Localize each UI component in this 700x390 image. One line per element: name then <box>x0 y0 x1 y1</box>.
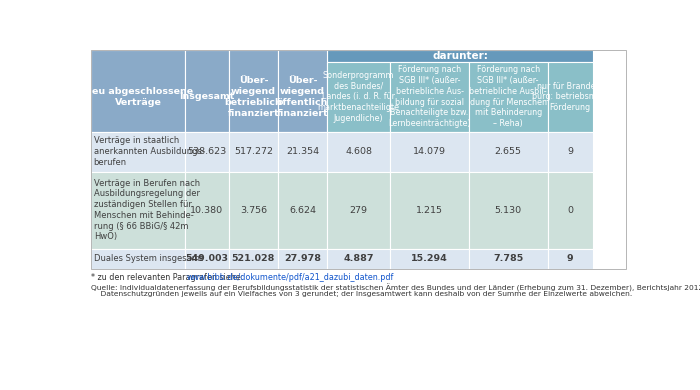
Bar <box>278 172 327 248</box>
Bar <box>278 248 327 269</box>
Text: 538.623: 538.623 <box>188 147 227 156</box>
Text: 14.079: 14.079 <box>413 147 446 156</box>
Text: Duales System insgesamt: Duales System insgesamt <box>94 254 203 263</box>
Text: Insgesamt: Insgesamt <box>179 92 235 101</box>
Text: 15.294: 15.294 <box>411 254 448 263</box>
Text: 4.608: 4.608 <box>345 147 372 156</box>
Bar <box>469 131 547 172</box>
Bar <box>185 248 229 269</box>
Bar <box>92 50 626 269</box>
Text: nur für Branden-
burg: betriebsnahe
Förderung: nur für Branden- burg: betriebsnahe Förd… <box>532 82 608 112</box>
Text: 10.380: 10.380 <box>190 206 223 214</box>
Bar <box>229 248 278 269</box>
Text: Sonderprogramm
des Bundes/
Landes (i. d. R. für
marktbenachteiligte
Jugendliche): Sonderprogramm des Bundes/ Landes (i. d.… <box>318 71 400 123</box>
Text: Förderung nach
SGB III* (außer-
betriebliche Aus-
bildung für sozial
Benachteili: Förderung nach SGB III* (außer- betriebl… <box>389 66 471 128</box>
Bar <box>278 131 327 172</box>
Text: Verträge in Berufen nach
Ausbildungsregelung der
zuständigen Stellen für
Mensche: Verträge in Berufen nach Ausbildungsrege… <box>94 179 200 241</box>
Text: 517.272: 517.272 <box>234 147 273 156</box>
Text: 6.624: 6.624 <box>289 206 316 214</box>
Bar <box>469 248 547 269</box>
Text: 1.215: 1.215 <box>416 206 443 214</box>
Bar <box>229 172 278 248</box>
Text: 521.028: 521.028 <box>232 254 275 263</box>
Text: 9: 9 <box>567 147 573 156</box>
Bar <box>92 248 185 269</box>
Bar <box>469 172 547 248</box>
Text: 27.978: 27.978 <box>284 254 321 263</box>
Text: 279: 279 <box>350 206 368 214</box>
Text: Förderung nach
SGB III* (außer-
betriebliche Ausbil-
dung für Menschen
mit Behin: Förderung nach SGB III* (außer- betriebl… <box>470 66 547 128</box>
Text: Über-
wiegend
öffentlich
finanziert: Über- wiegend öffentlich finanziert <box>276 76 328 118</box>
Bar <box>92 172 185 248</box>
Text: Datenschutzgründen jeweils auf ein Vielfaches von 3 gerundet; der Insgesamtwert : Datenschutzgründen jeweils auf ein Vielf… <box>92 291 633 297</box>
Bar <box>229 50 278 131</box>
Bar <box>185 131 229 172</box>
Text: Neu abgeschlossene
Verträge: Neu abgeschlossene Verträge <box>83 87 192 107</box>
Text: Quelle: Individualdatenerfassung der Berufsbildungsstatistik der statistischen Ä: Quelle: Individualdatenerfassung der Ber… <box>92 283 700 292</box>
Text: darunter:: darunter: <box>432 51 488 61</box>
Bar <box>547 172 593 248</box>
Bar <box>278 50 327 131</box>
Bar <box>327 50 593 62</box>
Bar <box>185 172 229 248</box>
Text: 4.887: 4.887 <box>344 254 374 263</box>
Bar <box>547 131 593 172</box>
Bar <box>469 62 547 131</box>
Text: 549.003: 549.003 <box>186 254 228 263</box>
Text: 21.354: 21.354 <box>286 147 319 156</box>
Text: 3.756: 3.756 <box>240 206 267 214</box>
Text: * zu den relevanten Paragrafen siehe:: * zu den relevanten Paragrafen siehe: <box>92 273 246 282</box>
Text: 7.785: 7.785 <box>493 254 524 263</box>
Bar <box>92 131 185 172</box>
Text: www.bibb.de/dokumente/pdf/a21_dazubi_daten.pdf: www.bibb.de/dokumente/pdf/a21_dazubi_dat… <box>187 273 395 282</box>
Text: 5.130: 5.130 <box>495 206 522 214</box>
Bar <box>327 131 391 172</box>
Text: Verträge in staatlich
anerkannten Ausbildungs-
berufen: Verträge in staatlich anerkannten Ausbil… <box>94 136 204 167</box>
Bar <box>547 248 593 269</box>
Bar <box>391 248 469 269</box>
Bar <box>92 50 185 131</box>
Bar <box>229 131 278 172</box>
Bar <box>547 62 593 131</box>
Bar <box>327 172 391 248</box>
Bar <box>185 50 229 131</box>
Bar <box>327 62 391 131</box>
Bar <box>327 248 391 269</box>
Text: 9: 9 <box>567 254 573 263</box>
Bar <box>391 172 469 248</box>
Bar <box>391 131 469 172</box>
Text: Über-
wiegend
betrieblich
finanziert: Über- wiegend betrieblich finanziert <box>225 76 282 118</box>
Bar <box>391 62 469 131</box>
Text: 0: 0 <box>567 206 573 214</box>
Text: 2.655: 2.655 <box>495 147 522 156</box>
